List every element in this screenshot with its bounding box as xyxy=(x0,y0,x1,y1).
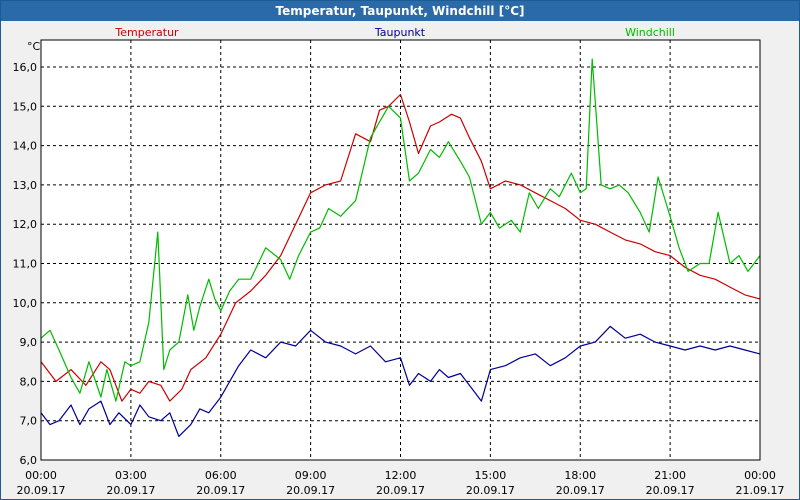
x-tick-time: 09:00 xyxy=(295,469,327,482)
plot-border xyxy=(40,39,761,461)
x-tick-time: 03:00 xyxy=(115,469,147,482)
legend-item-temperatur: Temperatur xyxy=(114,26,179,39)
series-line-temperatur xyxy=(40,93,761,402)
y-tick-label: 7,0 xyxy=(20,415,38,428)
x-tick-date: 20.09.17 xyxy=(106,484,155,497)
x-tick-date: 20.09.17 xyxy=(466,484,515,497)
legend-item-windchill: Windchill xyxy=(625,26,675,39)
y-unit-label: °C xyxy=(27,40,41,53)
series-line-windchill xyxy=(40,58,761,402)
x-tick-date: 20.09.17 xyxy=(376,484,425,497)
x-tick-time: 00:00 xyxy=(25,469,57,482)
y-tick-label: 10,0 xyxy=(13,297,38,310)
y-tick-label: 15,0 xyxy=(13,100,38,113)
series-line-taupunkt xyxy=(40,325,761,437)
y-tick-label: 11,0 xyxy=(13,258,38,271)
y-tick-label: 13,0 xyxy=(13,179,38,192)
window-title: Temperatur, Taupunkt, Windchill [°C] xyxy=(1,1,799,21)
x-tick-time: 21:00 xyxy=(654,469,686,482)
legend: Temperatur Taupunkt Windchill xyxy=(114,26,675,39)
y-tick-label: 9,0 xyxy=(20,336,38,349)
x-tick-date: 20.09.17 xyxy=(196,484,245,497)
y-tick-label: 14,0 xyxy=(13,140,38,153)
axis-ticks: 6,0 7,0 8,0 9,0 10,0 11,0 12,0 13,0 14,0 15,0 16,0… xyxy=(13,61,785,497)
legend-item-taupunkt: Taupunkt xyxy=(374,26,426,39)
x-tick-date: 20.09.17 xyxy=(286,484,335,497)
x-tick-date: 20.09.17 xyxy=(646,484,695,497)
x-tick-time: 12:00 xyxy=(385,469,417,482)
y-tick-label: 8,0 xyxy=(20,375,38,388)
grid-lines xyxy=(41,40,760,460)
x-tick-time: 15:00 xyxy=(475,469,507,482)
x-tick-time: 00:00 xyxy=(744,469,776,482)
y-tick-label: 12,0 xyxy=(13,218,38,231)
series-lines xyxy=(40,58,761,437)
x-tick-date: 20.09.17 xyxy=(556,484,605,497)
y-tick-label: 6,0 xyxy=(20,454,38,467)
x-tick-date: 21.09.17 xyxy=(736,484,785,497)
x-tick-date: 20.09.17 xyxy=(17,484,66,497)
x-tick-time: 18:00 xyxy=(564,469,596,482)
y-tick-label: 16,0 xyxy=(13,61,38,74)
x-tick-time: 06:00 xyxy=(205,469,237,482)
